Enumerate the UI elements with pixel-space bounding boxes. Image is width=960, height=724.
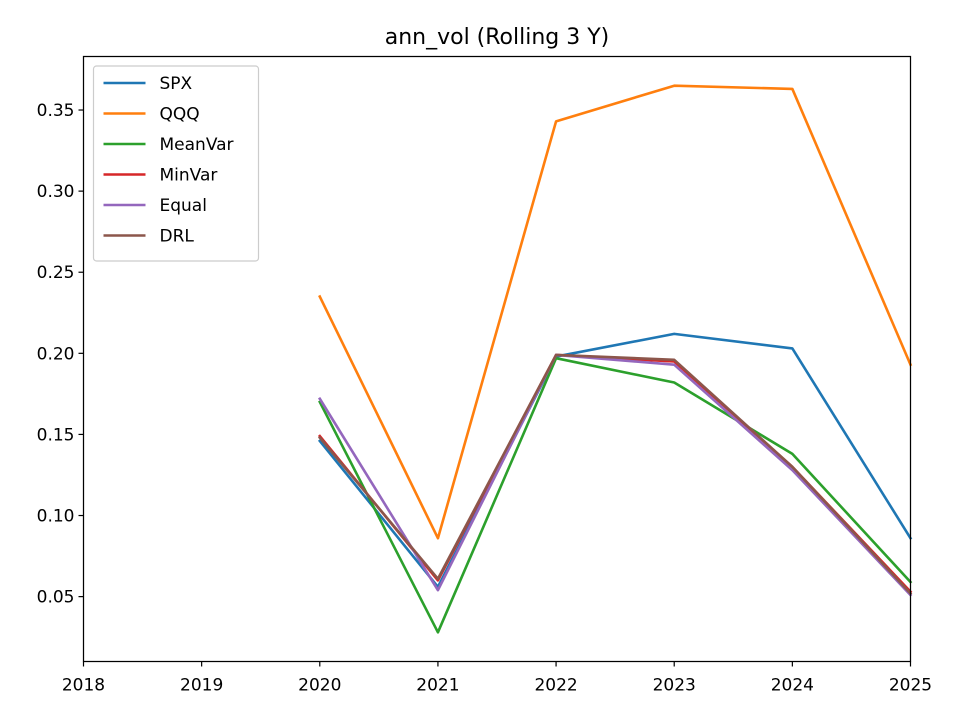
legend-label: MeanVar [160, 135, 234, 155]
x-axis: 2018 2019 2020 2021 2022 2023 2024 2025 [62, 661, 932, 696]
x-tick-label: 2020 [298, 676, 341, 696]
legend-label: MinVar [160, 166, 218, 186]
legend: SPX QQQ MeanVar MinVar Equal DRL [92, 65, 260, 262]
legend-label: SPX [160, 74, 193, 94]
legend-label: QQQ [160, 105, 200, 125]
y-tick-label: 0.05 [37, 588, 75, 608]
x-tick-label: 2022 [534, 676, 577, 696]
series-line-qqq [318, 84, 913, 540]
legend-label: Equal [160, 196, 207, 216]
series-line-spx [317, 332, 913, 589]
y-tick-label: 0.35 [37, 101, 75, 121]
plot-frame [82, 55, 912, 663]
y-tick-label: 0.20 [37, 344, 75, 364]
series-line-equal [318, 353, 913, 597]
y-tick-label: 0.30 [37, 182, 75, 202]
x-tick-label: 2025 [889, 676, 932, 696]
y-tick-label: 0.10 [37, 507, 75, 527]
y-tick-label: 0.15 [37, 425, 75, 445]
x-tick-label: 2023 [653, 676, 696, 696]
x-tick-label: 2019 [180, 676, 223, 696]
legend-label: DRL [160, 227, 195, 247]
x-tick-label: 2021 [416, 676, 459, 696]
x-tick-label: 2024 [771, 676, 814, 696]
y-axis: 0.05 0.10 0.15 0.20 0.25 0.30 0.35 [37, 101, 84, 608]
series-line-minvar [317, 353, 913, 594]
y-tick-label: 0.25 [37, 263, 75, 283]
x-tick-label: 2018 [62, 676, 105, 696]
series-line-meanvar [318, 356, 913, 634]
series-line-drl [317, 353, 913, 596]
chart-title: ann_vol (Rolling 3 Y) [385, 25, 610, 50]
plot-area [317, 84, 913, 634]
